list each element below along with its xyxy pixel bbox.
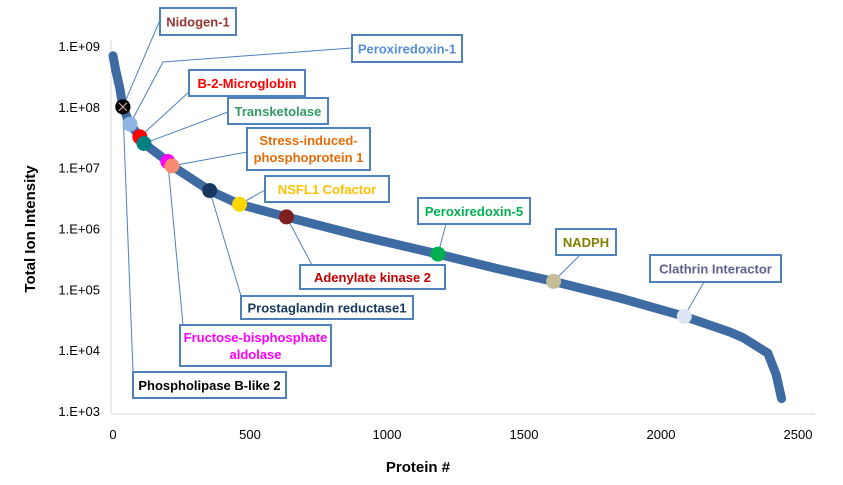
annotation-box — [227, 97, 329, 125]
annotation-box — [246, 127, 371, 171]
annotation-label: B-2-Microglobin — [198, 76, 297, 91]
annotation-leader-line — [209, 190, 242, 297]
highlight-marker — [232, 196, 248, 212]
highlight-marker — [164, 158, 180, 174]
data-point — [777, 394, 787, 404]
highlight-marker — [676, 308, 692, 324]
y-tick-label: 1.E+09 — [58, 39, 100, 54]
y-tick-label: 1.E+04 — [58, 343, 100, 358]
highlight-marker — [202, 183, 218, 199]
annotation-label: Nidogen-1 — [166, 15, 230, 30]
annotation-box — [417, 197, 531, 225]
annotation-box — [264, 175, 390, 203]
highlight-marker — [546, 273, 562, 289]
highlight-marker — [122, 116, 138, 132]
x-tick-label: 500 — [239, 427, 261, 442]
y-axis-title: Total Ion Intensity — [22, 165, 39, 293]
annotation-leader-line — [122, 19, 161, 108]
annotation-leader-line — [167, 161, 184, 326]
annotation-label: Adenylate kinase 2 — [314, 270, 431, 285]
annotation-leader-line — [139, 91, 190, 138]
y-tick-label: 1.E+07 — [58, 161, 100, 176]
annotation-box — [351, 34, 463, 63]
annotation-label: NSFL1 Cofactor — [278, 182, 376, 197]
annotation-label: Phospholipase B-like 2 — [138, 378, 280, 393]
annotation-box — [649, 254, 782, 283]
annotation-leader-line — [129, 47, 353, 125]
x-mark-icon — [118, 102, 128, 112]
y-tick-label: 1.E+06 — [58, 222, 100, 237]
x-tick-label: 1500 — [510, 427, 539, 442]
highlight-marker — [430, 246, 446, 262]
annotation-box — [240, 295, 414, 320]
annotation-label: Prostaglandin reductase1 — [248, 301, 407, 316]
annotation-leader-line — [171, 151, 248, 167]
annotation-label: Peroxiredoxin-5 — [425, 204, 523, 219]
annotation-box — [159, 7, 237, 36]
y-tick-label: 1.E+03 — [58, 404, 100, 419]
annotation-label: Peroxiredoxin-1 — [358, 42, 456, 57]
annotation-leader-line — [286, 216, 313, 266]
annotation-box — [299, 264, 446, 290]
annotation-label: Stress-induced-phosphoprotein 1 — [254, 133, 364, 165]
annotation-label: Fructose-bisphosphate aldolase — [184, 330, 328, 362]
annotation-label: Transketolase — [235, 104, 322, 119]
x-axis-title: Protein # — [386, 459, 451, 476]
annotation-box — [188, 69, 306, 97]
annotation-label: NADPH — [563, 235, 609, 250]
x-tick-label: 2500 — [784, 427, 813, 442]
y-tick-label: 1.E+05 — [58, 282, 100, 297]
annotation-leader-line — [143, 111, 229, 144]
annotation-box — [132, 371, 287, 399]
x-tick-label: 2000 — [647, 427, 676, 442]
annotation-box — [179, 324, 332, 367]
annotation-leader-line — [122, 106, 134, 373]
annotation-box — [555, 228, 617, 256]
x-tick-label: 1000 — [373, 427, 402, 442]
annotation-label: Clathrin Interactor — [659, 262, 772, 277]
x-tick-label: 0 — [109, 427, 116, 442]
highlight-marker — [136, 135, 152, 151]
highlight-marker — [278, 209, 294, 225]
y-tick-label: 1.E+08 — [58, 100, 100, 115]
